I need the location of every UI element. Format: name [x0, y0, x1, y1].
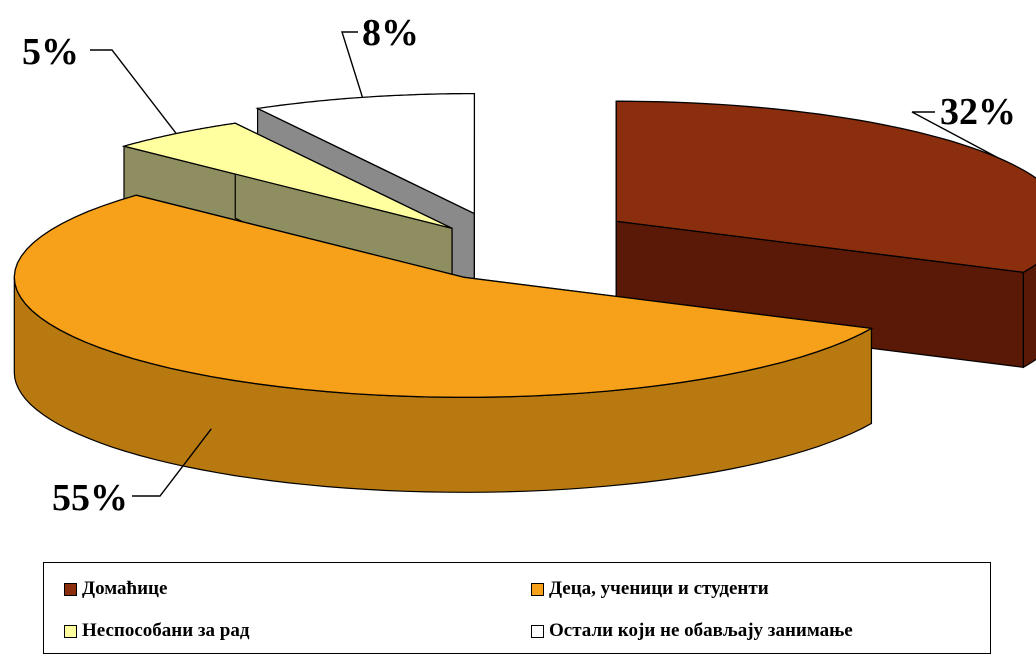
leader-line-deca — [132, 428, 212, 497]
legend-label-nesposobani: Неспособани за рад — [82, 620, 250, 641]
leader-line-ostali — [341, 31, 364, 98]
legend-label-ostali: Остали који не обављају занимање — [549, 620, 853, 641]
legend-label-deca: Деца, ученици и студенти — [549, 578, 769, 599]
legend-item-deca: Деца, ученици и студенти — [531, 578, 769, 600]
legend: Домаћице Деца, ученици и студенти Неспос… — [43, 562, 991, 654]
legend-item-domacice: Домаћице — [64, 578, 167, 600]
legend-swatch-deca — [531, 582, 544, 596]
leader-lines — [90, 31, 997, 497]
slice-rim-domacice-0 — [1022, 263, 1036, 369]
slice-label-nesposobani: 5% — [22, 31, 79, 73]
leader-line-nesposobani — [90, 49, 177, 134]
legend-item-ostali: Остали који не обављају занимање — [531, 620, 853, 642]
pie-chart-plot: 32% 55% 5% 8% — [13, 12, 1036, 519]
value-labels: 32% 55% 5% 8% — [22, 12, 1016, 519]
legend-item-nesposobani: Неспособани за рад — [64, 620, 249, 642]
slice-label-ostali: 8% — [362, 12, 419, 54]
legend-label-domacice: Домаћице — [82, 578, 168, 599]
slice-label-deca: 55% — [52, 477, 128, 519]
slice-deca — [13, 194, 874, 398]
legend-swatch-nesposobani — [64, 624, 77, 638]
legend-swatch-ostali — [531, 624, 544, 638]
leader-line-domacice — [911, 111, 997, 158]
slice-label-domacice: 32% — [940, 91, 1016, 133]
slice-tops — [13, 92, 1036, 398]
legend-swatch-domacice — [64, 582, 77, 596]
